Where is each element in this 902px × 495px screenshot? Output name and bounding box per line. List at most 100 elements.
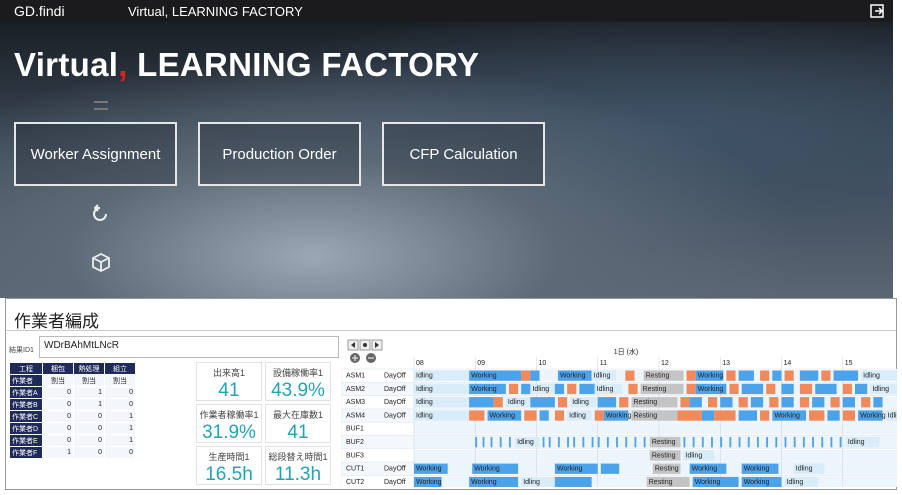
undo-icon[interactable] (93, 204, 107, 221)
gantt-segment (799, 370, 819, 381)
gantt-segment (521, 476, 555, 487)
gantt-segment (582, 437, 585, 448)
logout-icon[interactable] (870, 4, 884, 18)
kpi-label: 生産時間1 (208, 452, 250, 462)
gantt-segment (738, 410, 757, 421)
gantt-segment (741, 463, 779, 474)
gantt-segment (469, 383, 506, 395)
nav-button[interactable]: CFP Calculation (382, 122, 545, 186)
gantt-segment (631, 410, 678, 421)
gantt-segment (729, 383, 739, 395)
gantt-segment (760, 410, 770, 421)
assignment-cell: 割当 (105, 375, 135, 386)
segment-label: Resting (646, 372, 670, 379)
gantt-segment (625, 437, 628, 448)
gantt-segment (414, 383, 470, 395)
gantt-segment (414, 370, 470, 381)
gantt-segment (726, 370, 736, 381)
gantt-segment (482, 437, 485, 448)
segment-label: Working (695, 479, 721, 486)
row-name: ASM4 (346, 412, 365, 419)
assignment-cell: 0 (74, 447, 104, 458)
dayoff-label: DayOff (384, 466, 406, 473)
assignment-cell: 1 (105, 423, 135, 434)
kpi-card: 出来高1 41 (196, 362, 262, 401)
gantt-segment (469, 397, 494, 408)
dayoff-label: DayOff (384, 372, 406, 379)
gantt-segment (802, 437, 805, 448)
hour-label: 13 (722, 360, 730, 367)
segment-label: Idling (863, 372, 880, 379)
gantt-segment (628, 383, 638, 395)
gantt-segment (530, 370, 540, 381)
assignment-cell: 0 (74, 411, 104, 422)
gantt-segment (557, 370, 592, 381)
panel-title: 作業者編成 (14, 312, 99, 331)
table-header-row: 工程 梱包 熱処理 組立 (10, 363, 135, 374)
worker-name: 作業者A (10, 387, 42, 398)
gantt-chart: 1日 (水) ASM1 DayOff ASM2 DayOff ASM3 DayOff ASM4… (341, 339, 897, 487)
segment-label: Working (698, 386, 724, 393)
gantt-segment (855, 383, 868, 395)
worker-name: 作業者E (10, 435, 42, 446)
segment-label: Working (474, 466, 500, 473)
gantt-segment (701, 410, 715, 421)
gantt-segment (643, 370, 684, 381)
assignment-cell: 0 (105, 399, 135, 410)
gantt-segment (720, 437, 723, 448)
gantt-segment (597, 437, 600, 448)
gantt-segment (692, 437, 695, 448)
gantt-segment (677, 410, 702, 421)
gantt-segment (530, 383, 555, 395)
gantt-segment (579, 383, 595, 395)
gantt-segment (683, 437, 686, 448)
assignment-cell: 0 (43, 423, 73, 434)
gantt-segment (603, 410, 629, 421)
cube-icon[interactable] (92, 252, 110, 273)
segment-label: Idling (787, 479, 804, 486)
row-name: CUT1 (346, 466, 364, 473)
assignment-cell: 1 (74, 387, 104, 398)
assignment-cell: 0 (43, 435, 73, 446)
gantt-segment (567, 383, 577, 395)
row-name: BUF3 (346, 452, 364, 459)
kpi-card: 設備稼働率1 43.9% (265, 362, 331, 401)
gantt-segment (591, 437, 594, 448)
kpi-label: 総段替え時間1 (268, 452, 328, 462)
header-cell: 工程 (10, 363, 42, 374)
gantt-segment (695, 383, 727, 395)
gantt-segment (769, 397, 779, 408)
hour-label: 12 (661, 360, 669, 367)
gantt-segment (591, 370, 617, 381)
hour-label: 11 (600, 360, 607, 367)
gantt-segment (750, 397, 764, 408)
gantt-segment (738, 397, 748, 408)
nav-button[interactable]: Worker Assignment (14, 122, 177, 186)
segment-label: Idling (416, 399, 433, 406)
dayoff-label: DayOff (384, 479, 406, 486)
brand[interactable]: GD.findi (14, 3, 65, 19)
gantt-date: 1日 (水) (614, 347, 639, 356)
nav-button[interactable]: Production Order (198, 122, 361, 186)
gantt-segment (597, 397, 617, 408)
kpi-value: 31.9% (202, 422, 256, 443)
divider (6, 330, 896, 331)
gantt-segment (861, 370, 897, 381)
gantt-segment (784, 370, 794, 381)
hero: Virtual, LEARNING FACTORY Worker Assignm… (0, 22, 893, 298)
segment-label: Working (490, 412, 516, 419)
gantt-segment (683, 450, 715, 461)
segment-label: Idling (872, 386, 889, 393)
gantt-segment (493, 397, 503, 408)
result-id-input[interactable]: WDrBAhMtLNcR (39, 336, 339, 358)
gantt-segment (870, 383, 897, 395)
segment-label: Idling (572, 399, 589, 406)
gantt-segment (521, 383, 531, 395)
gantt-segment (812, 437, 814, 448)
gantt-segment (643, 437, 646, 448)
kpi-card: 作業者稼働率1 31.9% (196, 404, 262, 443)
gantt-segment (781, 397, 794, 408)
gantt-segment (821, 437, 824, 448)
segment-label: Idling (597, 386, 614, 393)
